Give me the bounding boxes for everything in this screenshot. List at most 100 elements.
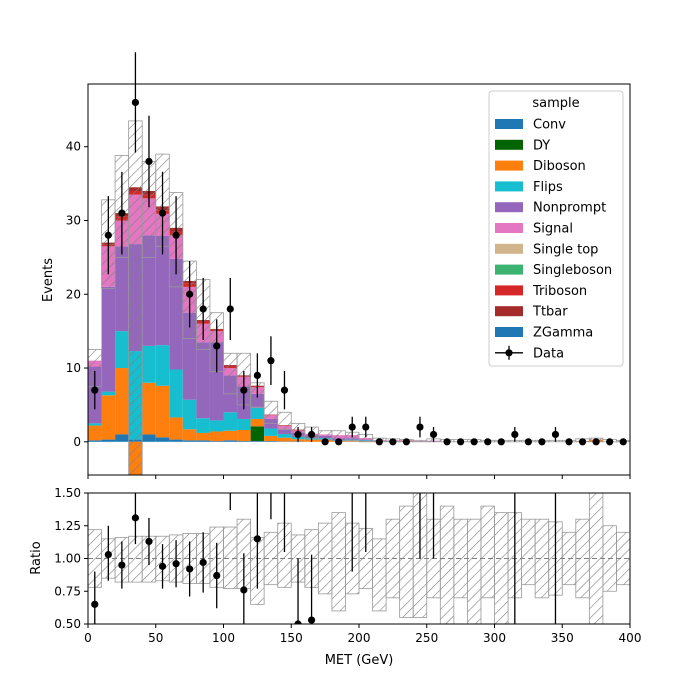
x-tick-label: 300 xyxy=(483,631,506,645)
ratio-point xyxy=(240,586,248,594)
legend-label: Conv xyxy=(533,118,566,133)
data-point xyxy=(470,438,478,446)
ratio-point xyxy=(253,535,261,543)
legend-entry-singleboson: Singleboson xyxy=(495,263,612,278)
ratio-y-tick-label: 0.75 xyxy=(54,584,81,598)
ratio-x-axis: 0 50 100 150 200 250 300 350 400 xyxy=(84,624,641,645)
bar xyxy=(196,418,210,433)
bar xyxy=(169,417,183,440)
legend-swatch xyxy=(495,285,523,296)
legend-entry-diboson: Diboson xyxy=(495,159,586,174)
data-point xyxy=(321,438,329,446)
ratio-y-axis: 0.50 0.75 1.00 1.25 1.50 xyxy=(54,486,88,631)
bar xyxy=(115,246,129,332)
legend-label: Flips xyxy=(533,180,563,195)
ratio-point xyxy=(186,565,194,573)
bar xyxy=(155,235,170,346)
data-point xyxy=(457,438,465,446)
uncertainty-bin xyxy=(223,352,238,395)
legend-entry-triboson: Triboson xyxy=(495,284,587,299)
series-dy xyxy=(250,426,265,442)
ratio-point xyxy=(227,483,234,490)
ratio-band-bin xyxy=(466,518,482,624)
data-point xyxy=(91,386,99,394)
y-tick-label: 10 xyxy=(66,361,81,375)
data-point xyxy=(538,438,546,446)
data-point xyxy=(226,305,234,313)
ratio-panel: 0.50 0.75 1.00 1.25 1.50 0 50 100 150 200 250 300 3… xyxy=(29,476,641,668)
legend-data-marker xyxy=(505,349,513,357)
legend-entry-ttbar: Ttbar xyxy=(495,305,568,320)
legend-entry-data: Data xyxy=(495,345,564,361)
bar xyxy=(277,434,292,438)
data-point xyxy=(118,209,126,217)
data-point xyxy=(158,209,167,217)
data-point xyxy=(280,386,289,394)
bar xyxy=(101,439,116,442)
ratio-point xyxy=(118,561,126,569)
data-point xyxy=(606,438,614,446)
bar xyxy=(88,425,102,441)
data-point xyxy=(497,438,505,446)
bar xyxy=(209,420,224,432)
legend-label: Triboson xyxy=(532,284,587,299)
legend-swatch xyxy=(495,264,523,275)
y-tick-label: 30 xyxy=(66,213,81,227)
ratio-y-tick-label: 1.25 xyxy=(54,519,81,533)
legend-entry-flips: Flips xyxy=(495,180,563,195)
bar xyxy=(277,429,292,435)
bar xyxy=(277,437,292,442)
data-point xyxy=(443,438,451,446)
legend-swatch xyxy=(495,181,523,192)
legend-label: Ttbar xyxy=(532,305,568,320)
ratio-band-bin xyxy=(480,505,495,599)
bar xyxy=(250,441,265,442)
legend-entry-conv: Conv xyxy=(495,118,566,133)
bar xyxy=(237,441,251,442)
legend-label: Singleboson xyxy=(533,263,612,278)
bar xyxy=(223,430,238,441)
ratio-band-bin xyxy=(223,526,238,590)
legend-swatch xyxy=(495,243,523,254)
data-point xyxy=(402,438,411,446)
bar xyxy=(88,440,102,442)
data-point xyxy=(199,305,207,313)
ratio-band-bin xyxy=(439,505,455,624)
x-tick-label: 200 xyxy=(348,631,371,645)
ratio-y-tick-label: 1.00 xyxy=(54,552,81,566)
y-tick-label: 20 xyxy=(66,287,81,301)
bar xyxy=(250,426,265,442)
data-point xyxy=(511,430,519,439)
legend-swatch xyxy=(495,139,523,150)
legend-swatch xyxy=(495,202,523,213)
ratio-y-axis-label: Ratio xyxy=(29,541,44,574)
data-point xyxy=(172,231,180,239)
bar xyxy=(142,434,156,442)
bar xyxy=(209,441,224,442)
bar xyxy=(264,441,278,442)
ratio-band-bin xyxy=(494,512,509,624)
data-point xyxy=(267,357,275,365)
data-point xyxy=(592,438,600,446)
ratio-point xyxy=(145,537,153,546)
data-point xyxy=(389,438,397,446)
data-point xyxy=(565,438,573,446)
ratio-point xyxy=(307,616,316,624)
bar xyxy=(101,395,116,440)
legend-label: Data xyxy=(533,346,564,361)
bar xyxy=(250,418,265,427)
data-point xyxy=(348,423,356,431)
bar xyxy=(250,407,265,419)
bar xyxy=(182,429,197,441)
x-axis-label: MET (GeV) xyxy=(325,653,394,668)
bar xyxy=(169,369,183,418)
ratio-point xyxy=(294,620,302,624)
ratio-point xyxy=(349,476,356,483)
data-point xyxy=(416,423,424,431)
legend-entry-nonprompt: Nonprompt xyxy=(495,201,606,216)
y-tick-label: 40 xyxy=(66,140,81,154)
ratio-y-tick-label: 0.50 xyxy=(54,617,81,631)
ratio-band-bin xyxy=(372,538,387,612)
uncertainty-bin xyxy=(263,400,279,424)
ratio-band-bin xyxy=(331,512,346,612)
